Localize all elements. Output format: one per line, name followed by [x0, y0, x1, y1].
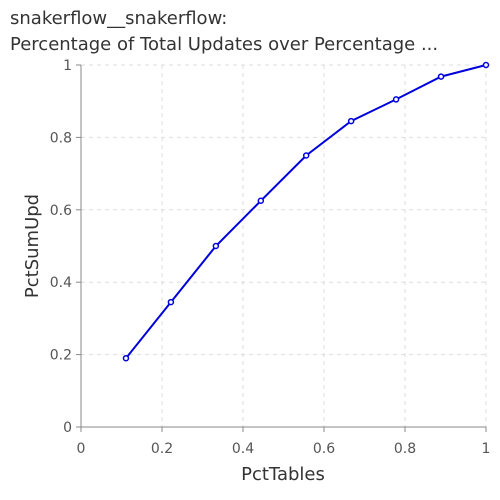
y-tick-labels: 0 0.2 0.4 0.6 0.8 1 [50, 58, 72, 436]
data-point [122, 354, 130, 362]
grid [80, 64, 487, 428]
x-tick-label: 0.6 [313, 441, 335, 457]
x-tick-label: 1 [482, 441, 491, 457]
x-tick-label: 0.4 [232, 441, 254, 457]
series [122, 61, 490, 362]
x-tick-label: 0 [77, 441, 86, 457]
chart-title-line2: Percentage of Total Updates over Percent… [10, 34, 438, 55]
x-tick-label: 0.2 [151, 441, 173, 457]
data-point [437, 73, 445, 80]
y-tick-label: 1 [63, 58, 72, 74]
y-tick-label: 0.8 [50, 130, 72, 146]
data-point [257, 197, 265, 204]
data-point [167, 298, 175, 306]
data-point [482, 61, 490, 69]
x-tick-label: 0.8 [394, 441, 416, 457]
x-tick-labels: 0 0.2 0.4 0.6 0.8 1 [77, 441, 491, 457]
data-point [302, 152, 310, 159]
y-tick-label: 0 [63, 420, 72, 436]
y-tick-label: 0.4 [50, 275, 72, 291]
chart-title-line1: snakerflow__snakerflow: [10, 8, 227, 29]
axes [76, 64, 487, 432]
data-point [212, 242, 220, 250]
y-tick-label: 0.6 [50, 203, 72, 219]
data-point [392, 96, 400, 103]
data-point [347, 117, 355, 125]
series-line [125, 64, 487, 359]
y-axis-label: PctSumUpd [22, 194, 43, 298]
y-tick-label: 0.2 [50, 348, 72, 364]
x-axis-label: PctTables [241, 464, 325, 485]
